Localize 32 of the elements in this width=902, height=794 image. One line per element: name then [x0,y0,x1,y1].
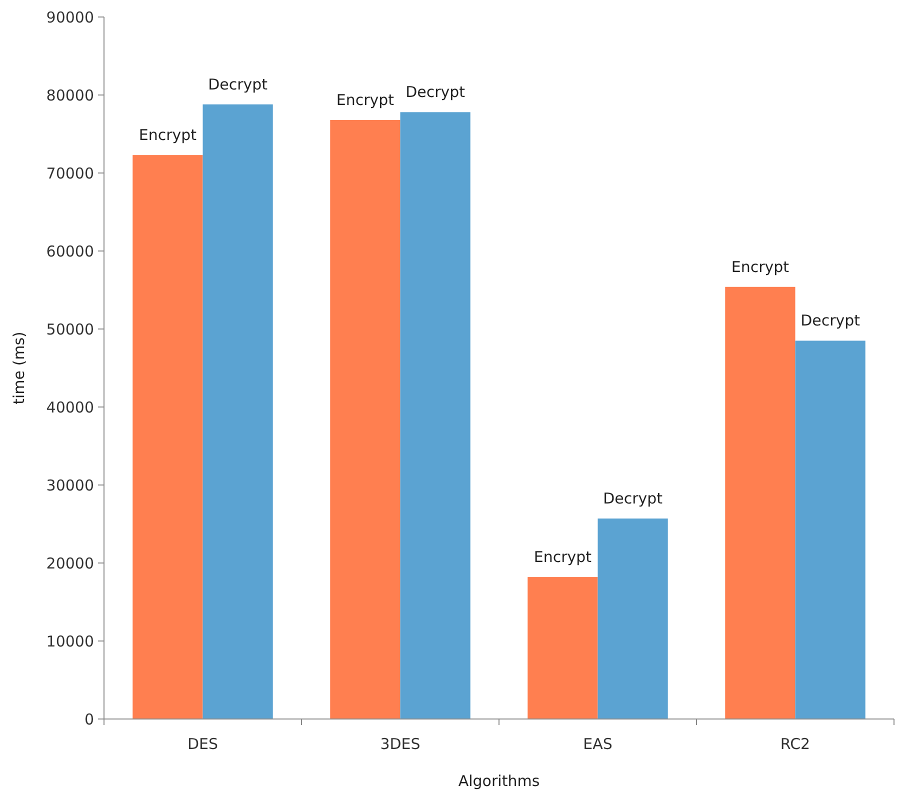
text: Encrypt [534,548,592,566]
text: Decrypt [208,75,268,94]
y-axis-title: time (ms) [10,332,28,404]
y-tick-label: 10000 [46,632,94,650]
bar [330,120,400,719]
y-tick-label: 70000 [46,164,94,182]
bar [132,155,203,719]
x-tick-label: DES [187,735,218,753]
y-tick-label: 80000 [46,86,94,104]
series-label: Encrypt [138,126,197,144]
x-tick-label: 3DES [380,735,420,753]
bar [202,104,273,719]
text: Encrypt [336,90,394,109]
text: Encrypt [731,258,790,276]
bar [725,286,796,719]
y-tick-label: 0 [84,710,94,728]
series-label: Decrypt [603,490,663,508]
x-tick-label: EAS [583,735,612,753]
text: Decrypt [406,83,466,102]
y-tick-label: 90000 [46,8,94,26]
y-tick-label: 20000 [46,554,94,572]
y-tick-label: 30000 [46,476,94,494]
x-axis-title: Algorithms [458,772,540,790]
bar [598,518,668,719]
x-tick-label: RC2 [780,735,810,753]
text: Decrypt [800,312,860,330]
y-tick-label: 60000 [46,242,94,260]
y-tick-label: 50000 [46,320,94,338]
bar [795,340,866,719]
y-tick-label: 40000 [46,398,94,416]
bar [528,577,598,719]
bar [400,112,470,719]
